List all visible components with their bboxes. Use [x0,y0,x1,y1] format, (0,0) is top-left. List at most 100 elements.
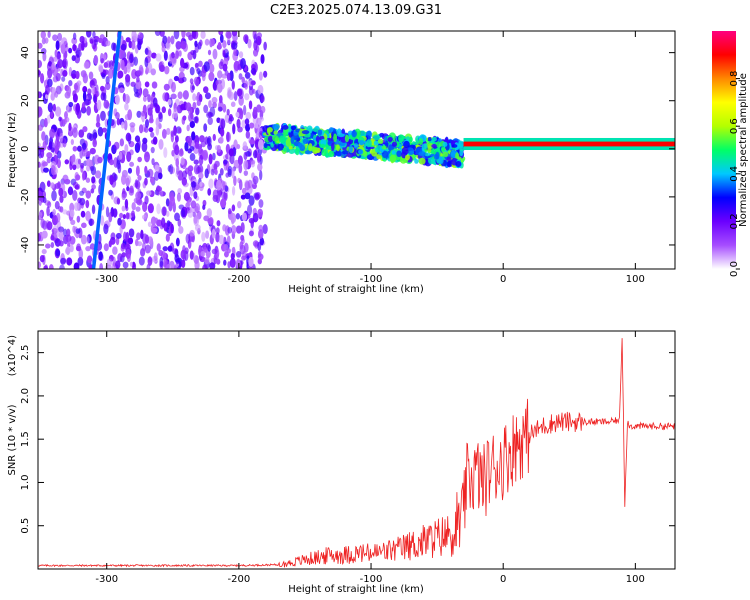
heatmap-cell [46,157,52,164]
heatmap-cell [72,145,78,152]
heatmap-cell [231,247,236,254]
heatmap-cell [175,158,180,168]
heatmap-cell [252,175,259,185]
heatmap-cell [66,85,72,97]
heatmap-cell [248,100,253,110]
heatmap-cell [260,105,266,114]
heatmap-cell [100,215,105,226]
heatmap-cell [127,109,133,121]
heatmap-cell [138,256,145,266]
heatmap-cell [120,43,127,51]
heatmap-cell [226,235,231,246]
heatmap-cell [77,145,82,152]
heatmap-cell [244,80,249,90]
heatmap-cell [64,111,68,119]
heatmap-cell [212,152,216,161]
heatmap-cell [244,118,250,125]
heatmap-cell [418,157,426,165]
heatmap-cell [181,177,188,186]
heatmap-cell [210,38,215,47]
heatmap-cell [180,103,187,111]
heatmap-cell [146,190,152,196]
heatmap-streak [91,31,122,269]
heatmap-cell [185,31,192,38]
heatmap-cell [56,212,61,223]
heatmap-cell [225,31,232,39]
heatmap-cell [96,99,102,111]
heatmap-cell [192,101,197,110]
heatmap-cell [381,145,387,150]
heatmap-cell [290,136,295,144]
heatmap-cell [208,216,214,226]
heatmap-cell [40,218,45,229]
heatmap-cell [172,248,179,255]
heatmap-cell [151,81,158,89]
heatmap-cell [91,184,96,190]
heatmap-cell [167,108,172,117]
heatmap-cell [119,224,123,235]
heatmap-cell [89,166,95,172]
heatmap-cell [407,147,413,152]
heatmap-cell [217,42,222,50]
heatmap-cell [198,154,204,166]
heatmap-cell [72,127,78,138]
heatmap-cell [218,31,224,36]
heatmap-cell [177,91,183,100]
heatmap-cell [148,117,154,124]
heatmap-cell [106,258,113,267]
heatmap-cell [241,187,247,195]
y-tick-label: 40 [20,46,31,59]
heatmap-cell [272,135,279,142]
heatmap-cell [54,201,60,210]
heatmap-cell [52,208,56,216]
heatmap-cell [158,112,163,123]
heatmap-cell [223,259,227,266]
heatmap-cell [257,163,263,172]
heatmap-cell [60,257,66,265]
heatmap-cell [282,147,287,152]
heatmap-cell [47,31,51,38]
heatmap-cell [142,88,149,98]
heatmap-cell [126,186,130,192]
heatmap-cell [85,158,92,167]
heatmap-y-ticks: -40 -20 0 20 40 [20,46,675,253]
heatmap-cell [398,134,405,143]
heatmap-cell [254,122,259,129]
heatmap-cell [446,156,452,162]
heatmap-cell [44,37,49,44]
heatmap-cell [203,104,209,114]
heatmap-cell [248,256,254,268]
heatmap-cell [381,150,389,159]
heatmap-cell [337,128,342,134]
heatmap-cell [122,213,127,220]
heatmap-cell [49,128,55,139]
heatmap-cell [187,135,192,142]
heatmap-cell [204,92,211,100]
heatmap-cell [348,144,353,153]
heatmap-cell [243,151,248,161]
heatmap-cell [175,237,180,247]
heatmap-cell [273,130,278,135]
heatmap-cell [144,234,150,244]
heatmap-cell [169,195,176,207]
heatmap-cell [288,124,292,133]
heatmap-cell [62,69,68,77]
x-tick-label: 0 [500,274,506,285]
heatmap-cell [207,143,212,151]
heatmap-cell [113,173,118,181]
heatmap-cell [40,73,45,84]
heatmap-cell [100,58,105,64]
heatmap-cell [188,113,194,123]
heatmap-cell [414,159,419,164]
heatmap-cell [103,69,109,75]
heatmap-cell [105,75,110,85]
heatmap-cell [170,223,174,234]
heatmap-cell [222,50,226,58]
heatmap-cell [50,235,55,241]
heatmap-cell [154,164,160,172]
heatmap-cell [155,125,160,136]
heatmap-cell [103,61,109,69]
heatmap-cell [101,73,106,80]
heatmap-cell [227,208,232,215]
heatmap-cell [208,71,215,82]
